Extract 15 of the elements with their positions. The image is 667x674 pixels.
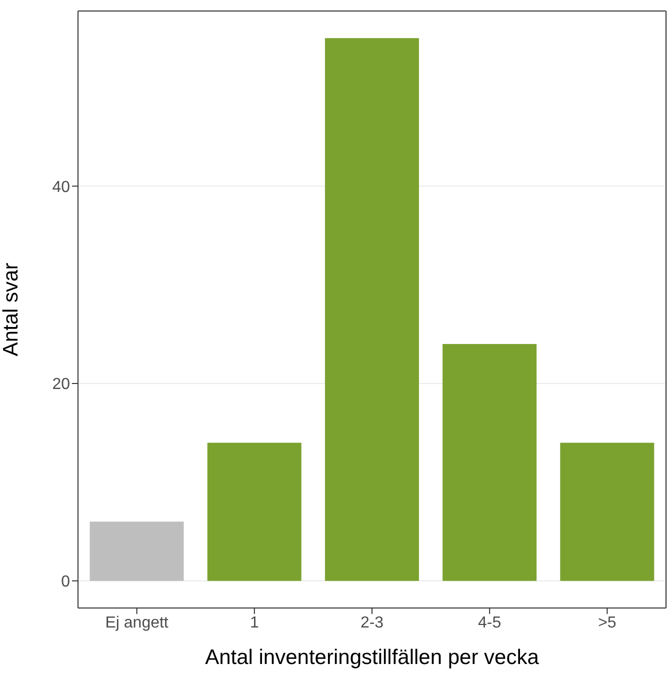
x-tick-label: 1	[250, 614, 259, 632]
bar	[560, 442, 654, 581]
y-tick-label: 0	[61, 574, 70, 591]
y-tick-label: 40	[52, 178, 70, 196]
x-tick-label: 2-3	[360, 614, 384, 632]
x-axis-title: Antal inventeringstillfällen per vecka	[205, 646, 540, 669]
bar	[207, 442, 302, 581]
bar	[324, 38, 419, 581]
y-axis-title: Antal svar	[0, 262, 22, 356]
x-tick-label: 4-5	[478, 614, 502, 632]
bar	[90, 522, 184, 581]
x-tick-label: >5	[598, 614, 616, 632]
bar	[442, 344, 537, 581]
y-tick-label: 20	[52, 376, 70, 394]
x-tick-label: Ej angett	[105, 614, 169, 632]
